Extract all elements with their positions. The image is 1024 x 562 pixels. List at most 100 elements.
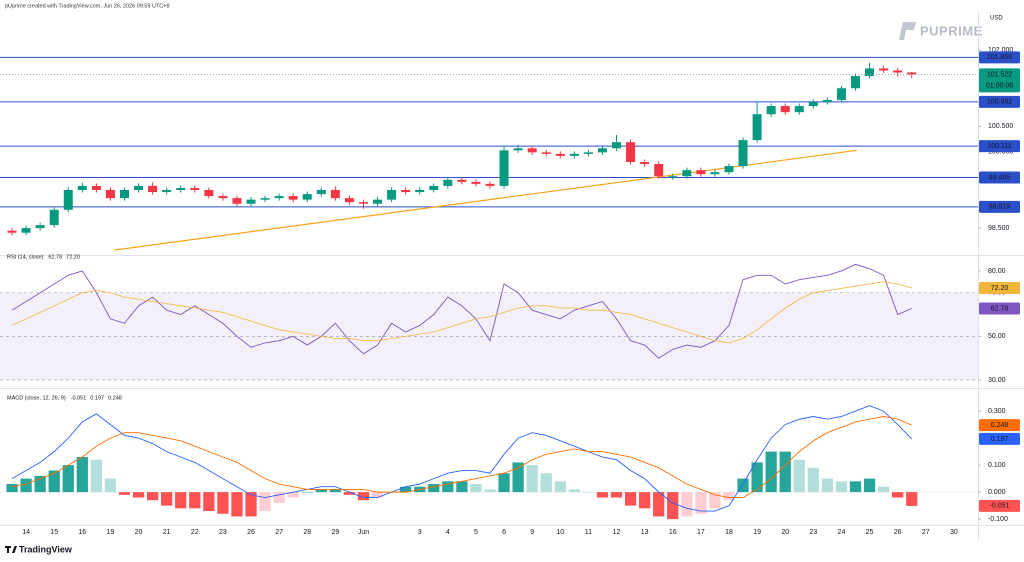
x-tick-label: 28 (303, 529, 311, 536)
caption: pUprime created with TradingView.com, Ju… (5, 3, 170, 9)
y-tick-label: 30.00 (988, 377, 1006, 384)
x-tick-label: 22 (191, 529, 199, 536)
candle-body (471, 181, 481, 184)
histogram-bar (653, 492, 665, 517)
price-box-label: 99.495 (989, 174, 1011, 181)
histogram-bar (582, 492, 595, 493)
price-box (979, 499, 1020, 512)
x-tick-label: 23 (809, 529, 817, 536)
indicator-title: RSI (14, close) (7, 254, 44, 260)
candle-body (429, 185, 439, 190)
x-tick-label: 3 (418, 529, 422, 536)
histogram-bar (498, 473, 510, 493)
countdown-label: 01:00:08 (986, 82, 1013, 89)
histogram-bar (821, 478, 834, 493)
x-tick-label: 16 (78, 529, 86, 536)
candle-body (780, 106, 790, 113)
histogram-bar (470, 484, 482, 493)
histogram-bar (400, 486, 412, 493)
candle-body (499, 150, 509, 186)
candle-body (91, 185, 101, 190)
y-tick-label: 102.000 (988, 47, 1013, 54)
candle-body (415, 189, 425, 193)
candle-body (134, 185, 144, 190)
candle-body (176, 187, 186, 190)
price-box (979, 419, 1020, 432)
histogram-bar (90, 459, 102, 493)
candle-body (119, 189, 129, 199)
candle-body (555, 153, 565, 156)
histogram-bar (442, 481, 454, 493)
candle-body (316, 189, 326, 195)
y-tick-label: 50.00 (988, 333, 1006, 340)
histogram-bar (512, 462, 524, 493)
brand-text: PUPRIME (920, 23, 983, 38)
indicator-value: 0.248 (108, 395, 122, 401)
x-tick-label: 11 (585, 529, 592, 536)
price-box (979, 95, 1020, 108)
candle-body (105, 189, 115, 199)
brand-logo: PUPRIME (899, 22, 983, 40)
x-tick-label: 30 (950, 529, 958, 536)
histogram-bar (906, 492, 918, 506)
histogram-bar (554, 481, 566, 493)
price-box-label: -0.051 (990, 503, 1010, 510)
price-box-label: 98.919 (989, 204, 1011, 211)
price-box-label: 100.982 (987, 99, 1012, 106)
candle-body (162, 189, 172, 193)
histogram-bar (793, 459, 805, 493)
histogram-bar (709, 492, 721, 509)
footer-text: TradingView (19, 544, 73, 554)
candle-body (766, 106, 776, 115)
candle-body (879, 68, 889, 71)
histogram-bar (667, 492, 679, 520)
y-tick-label: 0.100 (988, 462, 1006, 469)
x-tick-label: 17 (697, 529, 705, 536)
x-tick-label: 20 (135, 529, 143, 536)
x-tick-label: 27 (922, 529, 930, 536)
x-tick-label: 10 (556, 529, 564, 536)
candle-body (21, 228, 31, 233)
brand-icon (899, 22, 916, 40)
candle-body (724, 166, 734, 173)
histogram-bar (892, 492, 904, 498)
histogram-bar (259, 492, 271, 512)
candle-body (190, 187, 200, 190)
indicator-value: 72.20 (66, 254, 80, 260)
x-tick-label: 24 (838, 529, 846, 536)
footer-icon (5, 546, 17, 553)
candle-body (865, 68, 875, 77)
x-tick-label: 27 (275, 529, 283, 536)
x-tick-label: 20 (781, 529, 789, 536)
histogram-bar (723, 492, 735, 501)
price-box (979, 281, 1020, 294)
price-box-label: 62.78 (991, 305, 1009, 312)
histogram-bar (245, 492, 257, 517)
candle-body (752, 114, 762, 141)
candle-body (569, 153, 579, 156)
candle-body (822, 99, 832, 102)
candle-body (710, 172, 720, 175)
histogram-bar (456, 481, 468, 493)
histogram-bar (751, 462, 763, 493)
histogram-bar (695, 492, 707, 514)
candle-body (204, 189, 214, 197)
candle-body (443, 179, 453, 186)
histogram-bar (484, 489, 496, 493)
price-box-label: 72.20 (991, 285, 1009, 292)
candle-body (148, 185, 158, 193)
histogram-bar (34, 475, 46, 493)
histogram-bar (807, 467, 819, 493)
x-tick-label: 15 (50, 529, 58, 536)
histogram-bar (161, 492, 173, 506)
x-tick-label: 21 (163, 529, 171, 536)
x-tick-label: 16 (669, 529, 677, 536)
price-box-label: 0.197 (991, 436, 1009, 443)
x-tick-label: 26 (894, 529, 902, 536)
histogram-bar (175, 492, 187, 509)
histogram-bar (189, 492, 201, 509)
candle-body (583, 152, 593, 154)
candle-body (640, 162, 650, 165)
histogram-bar (301, 492, 313, 493)
histogram-bar (62, 465, 74, 493)
